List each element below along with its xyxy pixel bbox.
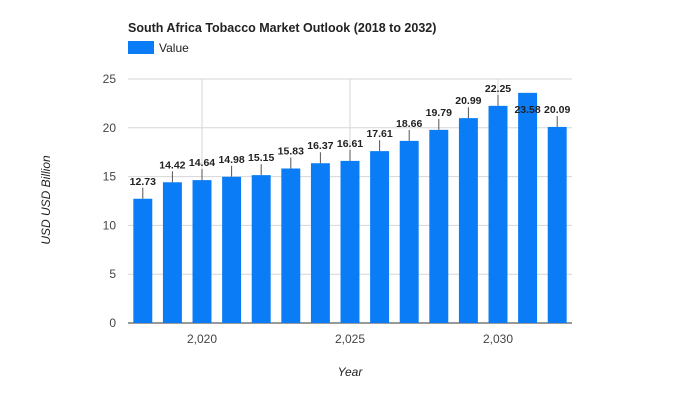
data-label: 15.83 [278,145,304,157]
data-label: 12.73 [130,176,156,188]
x-axis: 2,020 2,025 2,030 [187,332,513,346]
bar[interactable] [547,126,567,323]
data-label: 20.99 [455,95,481,107]
y-tick-label: 15 [103,170,117,184]
data-label: 23.58 [514,104,540,116]
bar[interactable] [310,163,330,323]
y-tick-label: 10 [103,218,117,232]
data-label: 18.66 [396,118,422,130]
bar[interactable] [281,168,301,323]
bars-layer [133,92,567,324]
x-tick-label: 2,025 [335,332,365,346]
y-tick-label: 25 [103,72,117,86]
bar[interactable] [429,129,449,323]
y-tick-label: 20 [103,121,117,135]
bar[interactable] [518,92,538,324]
data-label: 22.25 [485,83,511,95]
y-axis: 0 5 10 15 20 25 [103,72,117,330]
data-label: 14.98 [218,154,244,166]
bar[interactable] [399,140,419,323]
data-label: 15.15 [248,152,274,164]
legend-swatch [128,41,154,54]
y-tick-label: 5 [109,267,116,281]
data-label: 19.79 [426,107,452,119]
x-axis-title: Year [338,365,364,379]
bar[interactable] [458,118,478,323]
data-label: 14.64 [189,157,215,169]
bar[interactable] [251,175,271,323]
bar[interactable] [162,182,182,323]
legend-label: Value [159,41,189,55]
data-label: 14.42 [159,159,185,171]
bar[interactable] [370,151,390,323]
bar[interactable] [133,198,153,323]
y-axis-title: USD USD Billion [39,155,53,245]
chart-title: South Africa Tobacco Market Outlook (201… [128,21,436,35]
bar[interactable] [340,160,360,323]
bar[interactable] [222,176,242,323]
bar[interactable] [488,105,508,323]
data-label: 16.61 [337,138,363,150]
x-tick-label: 2,030 [483,332,513,346]
y-tick-label: 0 [109,316,116,330]
data-label: 17.61 [366,128,392,140]
data-label: 16.37 [307,140,333,152]
data-label: 20.09 [544,104,570,116]
bar[interactable] [192,180,212,323]
x-tick-label: 2,020 [187,332,217,346]
